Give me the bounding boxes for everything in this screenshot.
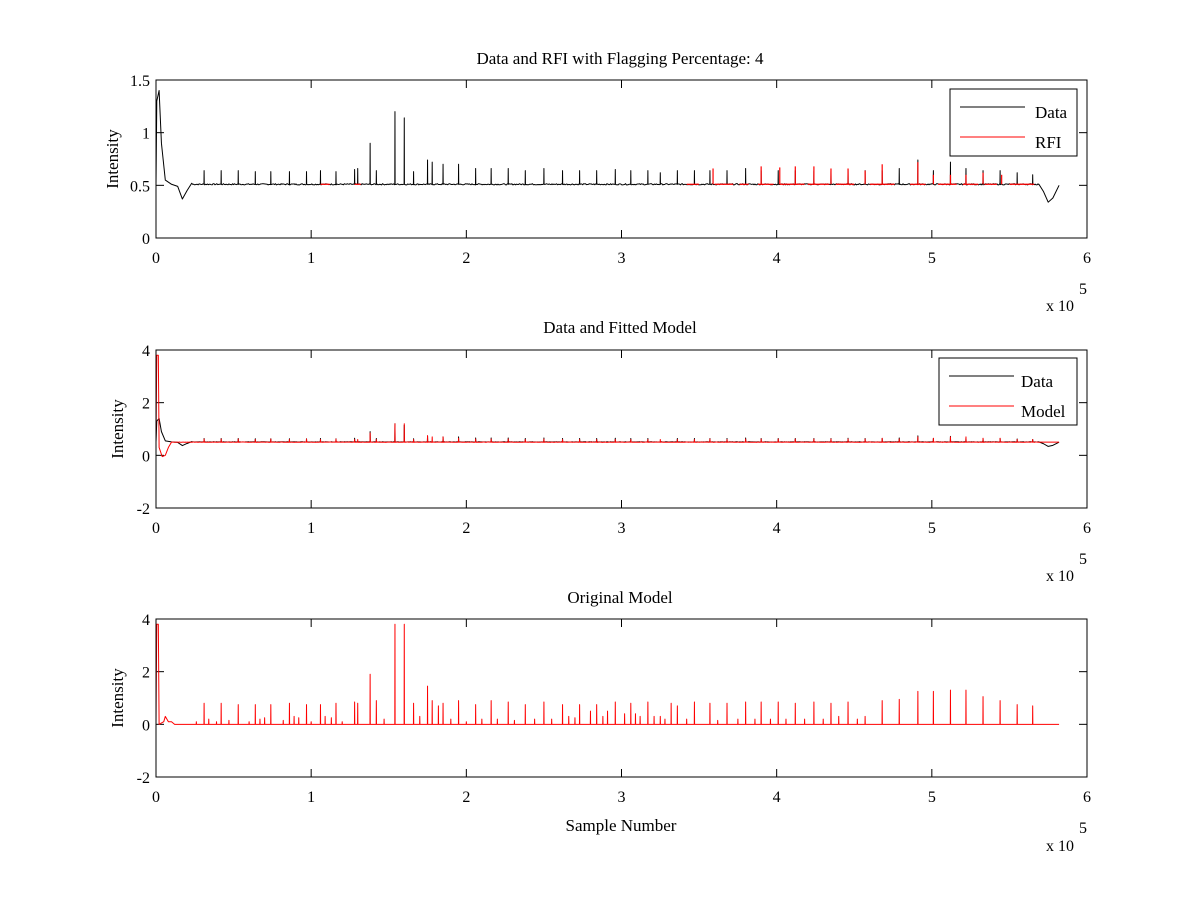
subplot-3-x-exponent-base: x 10 xyxy=(1046,838,1074,855)
y-tick-label: 4 xyxy=(142,612,150,629)
x-tick-label: 5 xyxy=(928,520,936,537)
x-tick-label: 6 xyxy=(1083,250,1091,267)
y-tick-label: 0 xyxy=(142,717,150,734)
x-tick-label: 6 xyxy=(1083,789,1091,806)
subplot-2-x-exponent-power: 5 xyxy=(1079,551,1087,568)
subplot-2-axes-box xyxy=(155,349,1088,509)
x-tick-label: 2 xyxy=(462,250,470,267)
y-tick-label: 0.5 xyxy=(130,178,150,195)
x-tick-label: 0 xyxy=(152,789,160,806)
subplot-3-series xyxy=(155,623,1060,725)
x-tick-label: 3 xyxy=(618,250,626,267)
x-tick-label: 5 xyxy=(928,789,936,806)
y-tick-label: 2 xyxy=(142,665,150,682)
subplot-3-title: Original Model xyxy=(567,588,673,607)
y-tick-label: 0 xyxy=(142,448,150,465)
x-tick-label: 1 xyxy=(307,520,315,537)
subplot-1-legend: Data RFI xyxy=(949,88,1078,157)
y-tick-label: 2 xyxy=(142,396,150,413)
x-tick-label: 1 xyxy=(307,250,315,267)
subplot-3-ylabel: Intensity xyxy=(108,668,127,728)
x-tick-label: 2 xyxy=(462,789,470,806)
subplot-1-x-exponent-base: x 10 xyxy=(1046,298,1074,315)
x-tick-label: 4 xyxy=(773,520,781,537)
subplot-2-legend-box xyxy=(938,357,1078,426)
x-tick-label: 4 xyxy=(773,250,781,267)
legend-model-label: Model xyxy=(1021,402,1066,421)
x-tick-label: 3 xyxy=(618,520,626,537)
subplot-1-axes-box xyxy=(155,79,1088,239)
x-tick-label: 0 xyxy=(152,250,160,267)
x-tick-label: 1 xyxy=(307,789,315,806)
subplot-3-x-exponent-power: 5 xyxy=(1079,820,1087,837)
series-line-model xyxy=(155,354,1060,458)
legend-rfi-label: RFI xyxy=(1035,133,1062,152)
subplot-2-x-exponent-base: x 10 xyxy=(1046,568,1074,585)
y-tick-label: 4 xyxy=(142,343,150,360)
x-tick-label: 4 xyxy=(773,789,781,806)
subplot-3-axes-box xyxy=(155,618,1088,778)
y-tick-label: 1 xyxy=(142,126,150,143)
legend-data-label: Data xyxy=(1035,103,1068,122)
y-tick-label: 1.5 xyxy=(130,73,150,90)
subplot-2: Data and Fitted Model Intensity 0 1 2 3 4 5 6 -… xyxy=(108,318,1091,585)
subplot-1: Data and RFI with Flagging Percentage: 4… xyxy=(103,49,1091,315)
y-tick-label: 0 xyxy=(142,231,150,248)
subplot-1-x-exponent-power: 5 xyxy=(1079,281,1087,298)
y-tick-label: -2 xyxy=(137,501,150,518)
x-tick-label: 2 xyxy=(462,520,470,537)
subplot-1-legend-box xyxy=(949,88,1078,157)
subplot-3-xlabel: Sample Number xyxy=(566,816,677,835)
x-tick-label: 6 xyxy=(1083,520,1091,537)
x-tick-label: 5 xyxy=(928,250,936,267)
x-tick-label: 0 xyxy=(152,520,160,537)
subplot-2-series xyxy=(155,354,1060,458)
subplot-1-title: Data and RFI with Flagging Percentage: 4 xyxy=(476,49,764,68)
subplot-2-ylabel: Intensity xyxy=(108,399,127,459)
y-tick-label: -2 xyxy=(137,770,150,787)
subplot-1-series xyxy=(155,90,1060,203)
subplot-1-ylabel: Intensity xyxy=(103,129,122,189)
series-line-original-model xyxy=(155,623,1060,725)
x-tick-label: 3 xyxy=(618,789,626,806)
subplot-2-title: Data and Fitted Model xyxy=(543,318,697,337)
subplot-2-legend: Data Model xyxy=(938,357,1078,426)
legend-data-label-2: Data xyxy=(1021,372,1054,391)
